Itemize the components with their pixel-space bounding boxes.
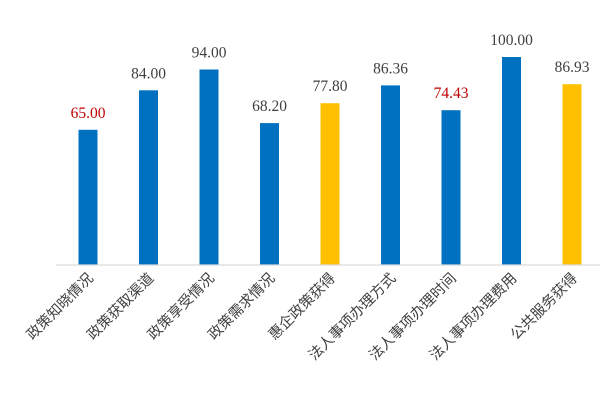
bar-5 — [320, 103, 340, 265]
bar-6 — [381, 85, 400, 266]
value-label-5: 77.80 — [313, 78, 348, 95]
bar-9 — [562, 84, 582, 265]
bar-8 — [502, 57, 521, 265]
value-label-4: 68.20 — [252, 98, 287, 115]
bar-7 — [441, 110, 461, 265]
bars-layer — [78, 57, 582, 266]
value-label-1: 65.00 — [71, 105, 106, 122]
category-labels-layer: 政策知晓情况政策获取渠道政策享受情况政策需求情况惠企政策获得法人事项办理方式法人… — [23, 269, 581, 364]
bar-3 — [199, 69, 219, 265]
value-label-3: 94.00 — [192, 45, 227, 62]
value-labels-layer: 65.00 84.00 94.00 68.20 77.80 86.36 74.43 100.0… — [71, 32, 590, 122]
value-label-8: 100.00 — [490, 32, 533, 49]
value-label-6: 86.36 — [373, 60, 408, 77]
value-label-2: 84.00 — [131, 65, 166, 82]
bar-4 — [260, 123, 279, 265]
value-label-9: 86.93 — [555, 59, 590, 76]
bar-2 — [139, 90, 158, 265]
bar-1 — [78, 129, 98, 265]
value-label-7: 74.43 — [434, 85, 469, 102]
